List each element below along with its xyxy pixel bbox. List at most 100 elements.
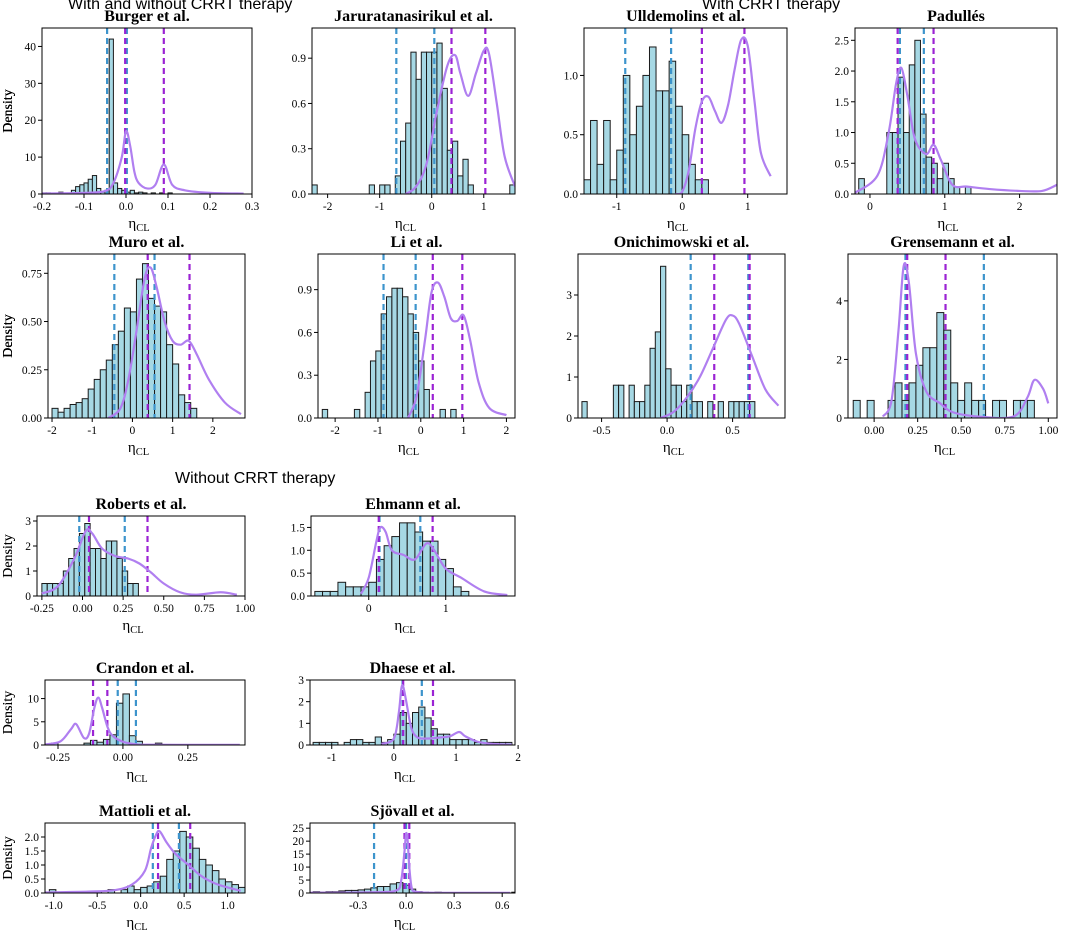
plot-frame [36,515,246,597]
histogram-bar [590,119,598,194]
plot-frame [44,822,246,894]
histogram-bar [121,570,129,596]
density-curve [45,696,240,745]
histogram-bar [649,347,656,418]
y-tick-label: 0.0 [564,189,579,201]
histogram-bar [374,736,382,745]
histogram-bar [314,590,324,596]
y-tick-label: 2.0 [25,832,40,844]
histogram-bar [322,590,331,596]
histogram-bar [903,132,910,194]
panel-title: Mattioli et al. [99,803,191,820]
histogram-bar [675,105,683,194]
x-tick-label: -0.3 [349,900,367,912]
histogram-bar [132,583,139,596]
x-tick-label: 2 [515,752,521,764]
histogram-bar [455,739,463,745]
histogram-bar [436,733,445,745]
section-label-with-crrt: With CRRT therapy [702,0,841,13]
histogram-bar [412,712,420,745]
histogram-bars [581,265,756,418]
x-tick-label: 1 [453,752,459,764]
x-axis-label: ηCL [934,440,955,458]
histogram-bar [117,187,123,194]
interval-lines [896,28,935,194]
density-layer [107,266,242,418]
histogram-bar [178,394,186,418]
x-tick-label: 1 [942,201,948,213]
histogram-bar [452,140,459,194]
histogram-bar [688,163,696,194]
histogram-bar [707,401,714,418]
histogram-bar [609,179,618,194]
x-tick-label: 0 [366,603,372,615]
x-tick-label: -0.5 [88,900,106,912]
x-tick-label: 0 [391,752,397,764]
histogram-bar [172,363,180,418]
panel-title: Ulldemolins et al. [626,8,745,25]
y-tick-label: 2 [25,541,31,553]
histogram-bar [112,182,119,194]
histogram-bar [123,307,131,418]
y-tick-label: 15 [293,849,305,861]
x-tick-label: 1.00 [1038,425,1058,437]
y-tick-label: 2.5 [835,35,850,47]
histogram-bar [441,87,448,194]
histogram-bar [462,158,469,194]
x-tick-label: 1 [481,201,487,213]
histogram-bar [635,105,644,194]
histogram-bar [629,134,637,194]
density-layer [42,130,244,194]
x-axis-label: ηCL [663,440,684,458]
histogram-bar [93,378,101,418]
histogram-bar [639,401,646,418]
density-layer [45,829,241,893]
histogram-bar [648,46,657,194]
histogram-bar [450,408,457,418]
x-tick-label: 2 [1017,201,1023,213]
x-tick-label: -0.5 [592,425,610,437]
interval-lines [401,680,435,745]
y-tick-label: 1 [25,566,31,578]
histogram-bar [402,296,409,418]
y-tick-label: 2 [566,331,572,343]
x-tick-label: 1 [461,425,467,437]
density-layer [660,313,780,418]
histogram-bar [665,368,672,418]
histogram-bar [675,384,683,418]
histogram-bar [356,739,364,745]
histogram-bar [618,384,625,418]
x-tick-label: 0.50 [951,425,971,437]
panel-3: Ulldemolins et al. -1 0 1 0.0 0.5 1.0 ηCL Densit… [1,8,788,234]
x-tick-label: 0 [867,201,873,213]
plot-frame [583,27,788,195]
histogram-bar [337,581,347,596]
histogram-bar [99,369,107,418]
histogram-bar [122,693,130,745]
interval-lines [395,28,487,194]
histogram-bar [116,558,123,596]
y-tick-label: 0.5 [564,130,579,142]
histogram-bar [852,399,861,418]
x-tick-label: 0 [429,201,435,213]
plot-frame [311,27,516,195]
panel-5: Muro et al. -2 -1 0 1 2 0.00 0.25 0.50 0.75 ηCL Den… [1,234,246,458]
y-axis-label: Density [1,89,16,133]
y-axis-label: Density [1,691,16,735]
x-tick-label: 1.0 [220,900,235,912]
histogram-bar [51,407,59,418]
x-tick-label: 0.0 [660,425,675,437]
panel-2: Jaruratanasirikul et al. -2 -1 0 1 0.0 0.3 0.6 0… [1,8,516,234]
histogram-bar [111,540,118,596]
histogram-bar [349,739,358,745]
y-axis-label: Density [1,314,16,358]
histogram-bar [644,384,651,418]
x-tick-label: -1 [373,425,383,437]
histogram-bar [581,401,588,418]
histogram-bars [852,312,1035,418]
histogram-bar [345,586,354,596]
y-tick-label: 0 [566,413,572,425]
density-curve [660,313,780,418]
histogram-bar [379,184,386,194]
panel-6: Li et al. -2 -1 0 1 2 0.0 0.3 0.6 0.9 ηCL Density [1,234,516,458]
